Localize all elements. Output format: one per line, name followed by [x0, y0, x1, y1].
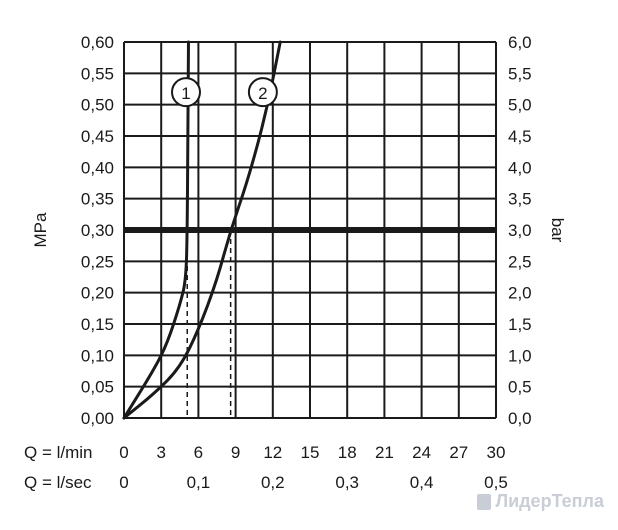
y-tick-left: 0,15: [81, 315, 114, 334]
y-tick-left: 0,30: [81, 221, 114, 240]
y-ticks-left: 0,00 0,05 0,10 0,15 0,20 0,25 0,30 0,35 0,40 0,45…: [81, 33, 114, 428]
x-tick: 30: [487, 443, 506, 462]
curve-label-circle-2: [247, 77, 278, 108]
x2-tick: 0: [119, 473, 128, 492]
y-tick-right: 6,0: [508, 33, 532, 52]
curve-2: [122, 40, 282, 420]
y-tick-right: 2,5: [508, 252, 532, 271]
y-tick-right: 3,0: [508, 221, 532, 240]
curve-1: [122, 40, 190, 420]
y-tick-left: 0,50: [81, 96, 114, 115]
x2-tick: 0,1: [187, 473, 211, 492]
y-tick-left: 0,05: [81, 378, 114, 397]
x2-tick: 0,3: [335, 473, 359, 492]
y-tick-right: 1,5: [508, 315, 532, 334]
y-axis-left-title: MPa: [31, 212, 50, 248]
x-ticks: 0 3 6 9 12 15 18 21 24 27 30: [119, 443, 505, 462]
x-tick: 21: [375, 443, 394, 462]
y-tick-left: 0,00: [81, 409, 114, 428]
y-tick-right: 0,5: [508, 378, 532, 397]
curve-label-1: 1: [181, 84, 190, 103]
x-tick: 27: [449, 443, 468, 462]
x-tick: 12: [263, 443, 282, 462]
watermark-text: ЛидерТепла: [495, 491, 604, 511]
x-tick: 24: [412, 443, 431, 462]
x-tick: 3: [156, 443, 165, 462]
y-tick-right: 4,5: [508, 127, 532, 146]
curve-label-circle-1: [171, 77, 201, 108]
watermark: ЛидерТепла: [477, 491, 604, 512]
y-tick-left: 0,35: [81, 190, 114, 209]
x-axis-primary-title: Q = l/min: [24, 443, 93, 462]
x2-tick: 0,2: [261, 473, 285, 492]
x-tick: 18: [338, 443, 357, 462]
x-tick: 0: [119, 443, 128, 462]
x-tick: 6: [194, 443, 203, 462]
x2-ticks: 0 0,1 0,2 0,3 0,4 0,5: [119, 473, 508, 492]
curve-label-2: 2: [258, 84, 267, 103]
y-tick-left: 0,10: [81, 346, 114, 365]
y-tick-left: 0,45: [81, 127, 114, 146]
y-tick-left: 0,25: [81, 252, 114, 271]
y-tick-right: 5,0: [508, 96, 532, 115]
y-tick-left: 0,40: [81, 158, 114, 177]
x-axis-secondary-title: Q = l/sec: [24, 473, 92, 492]
curves: [122, 40, 282, 420]
y-tick-right: 5,5: [508, 64, 532, 83]
y-axis-right-title: bar: [548, 218, 567, 243]
y-tick-right: 2,0: [508, 284, 532, 303]
y-tick-right: 4,0: [508, 158, 532, 177]
x-tick: 9: [231, 443, 240, 462]
watermark-logo-icon: [477, 493, 492, 510]
y-tick-right: 3,5: [508, 190, 532, 209]
y-tick-left: 0,60: [81, 33, 114, 52]
y-ticks-right: 0,0 0,5 1,0 1,5 2,0 2,5 3,0 3,5 4,0 4,5 5,0 5,5 6,0: [508, 33, 532, 428]
y-tick-right: 0,0: [508, 409, 532, 428]
y-tick-left: 0,20: [81, 284, 114, 303]
y-tick-left: 0,55: [81, 64, 114, 83]
x2-tick: 0,5: [484, 473, 508, 492]
x2-tick: 0,4: [410, 473, 434, 492]
y-tick-right: 1,0: [508, 346, 532, 365]
x-tick: 15: [301, 443, 320, 462]
